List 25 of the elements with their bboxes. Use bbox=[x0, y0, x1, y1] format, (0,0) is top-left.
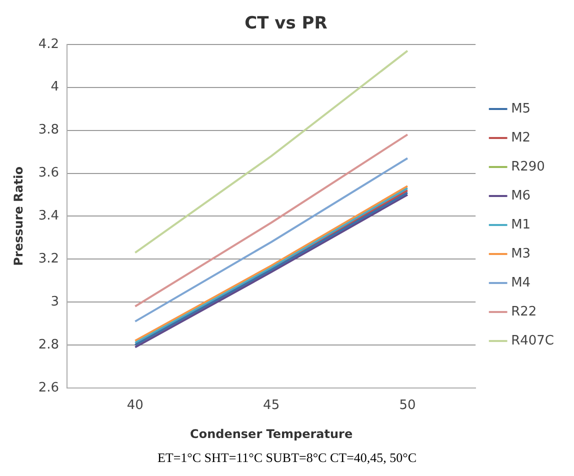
y-tick-label: 3.6 bbox=[38, 166, 60, 181]
legend-label: M5 bbox=[511, 101, 531, 116]
legend-label: M3 bbox=[511, 246, 531, 262]
y-tick-label: 3.4 bbox=[38, 208, 60, 224]
legend-label: M1 bbox=[511, 217, 531, 232]
y-tick-label: 2.6 bbox=[38, 380, 60, 396]
x-tick-label: 50 bbox=[399, 398, 416, 414]
y-axis-title: Pressure Ratio bbox=[11, 166, 26, 266]
x-tick-label: 40 bbox=[126, 398, 144, 414]
text: ET=1°C SHT=11°C SUBT=8°C CT=40,45, 50°C bbox=[156, 450, 418, 466]
legend-label: R22 bbox=[511, 304, 537, 320]
legend-label: R407C bbox=[511, 333, 554, 348]
legend-label: R290 bbox=[511, 159, 545, 174]
x-tick-label: 45 bbox=[263, 398, 280, 414]
y-tick-label: 4 bbox=[50, 80, 60, 95]
y-tick-label: 4.2 bbox=[38, 36, 60, 52]
y-tick-label: 2.8 bbox=[38, 337, 60, 352]
y-tick-label: 3.8 bbox=[38, 122, 60, 138]
y-tick-label: 3.2 bbox=[38, 252, 60, 267]
chart-title: CT vs PR bbox=[244, 14, 328, 34]
legend-label: M6 bbox=[511, 188, 531, 204]
legend-label: M4 bbox=[511, 275, 531, 290]
legend-label: M2 bbox=[511, 130, 531, 146]
x-axis-title: Condenser Temperature bbox=[190, 426, 353, 441]
y-tick-label: 3 bbox=[50, 294, 60, 310]
